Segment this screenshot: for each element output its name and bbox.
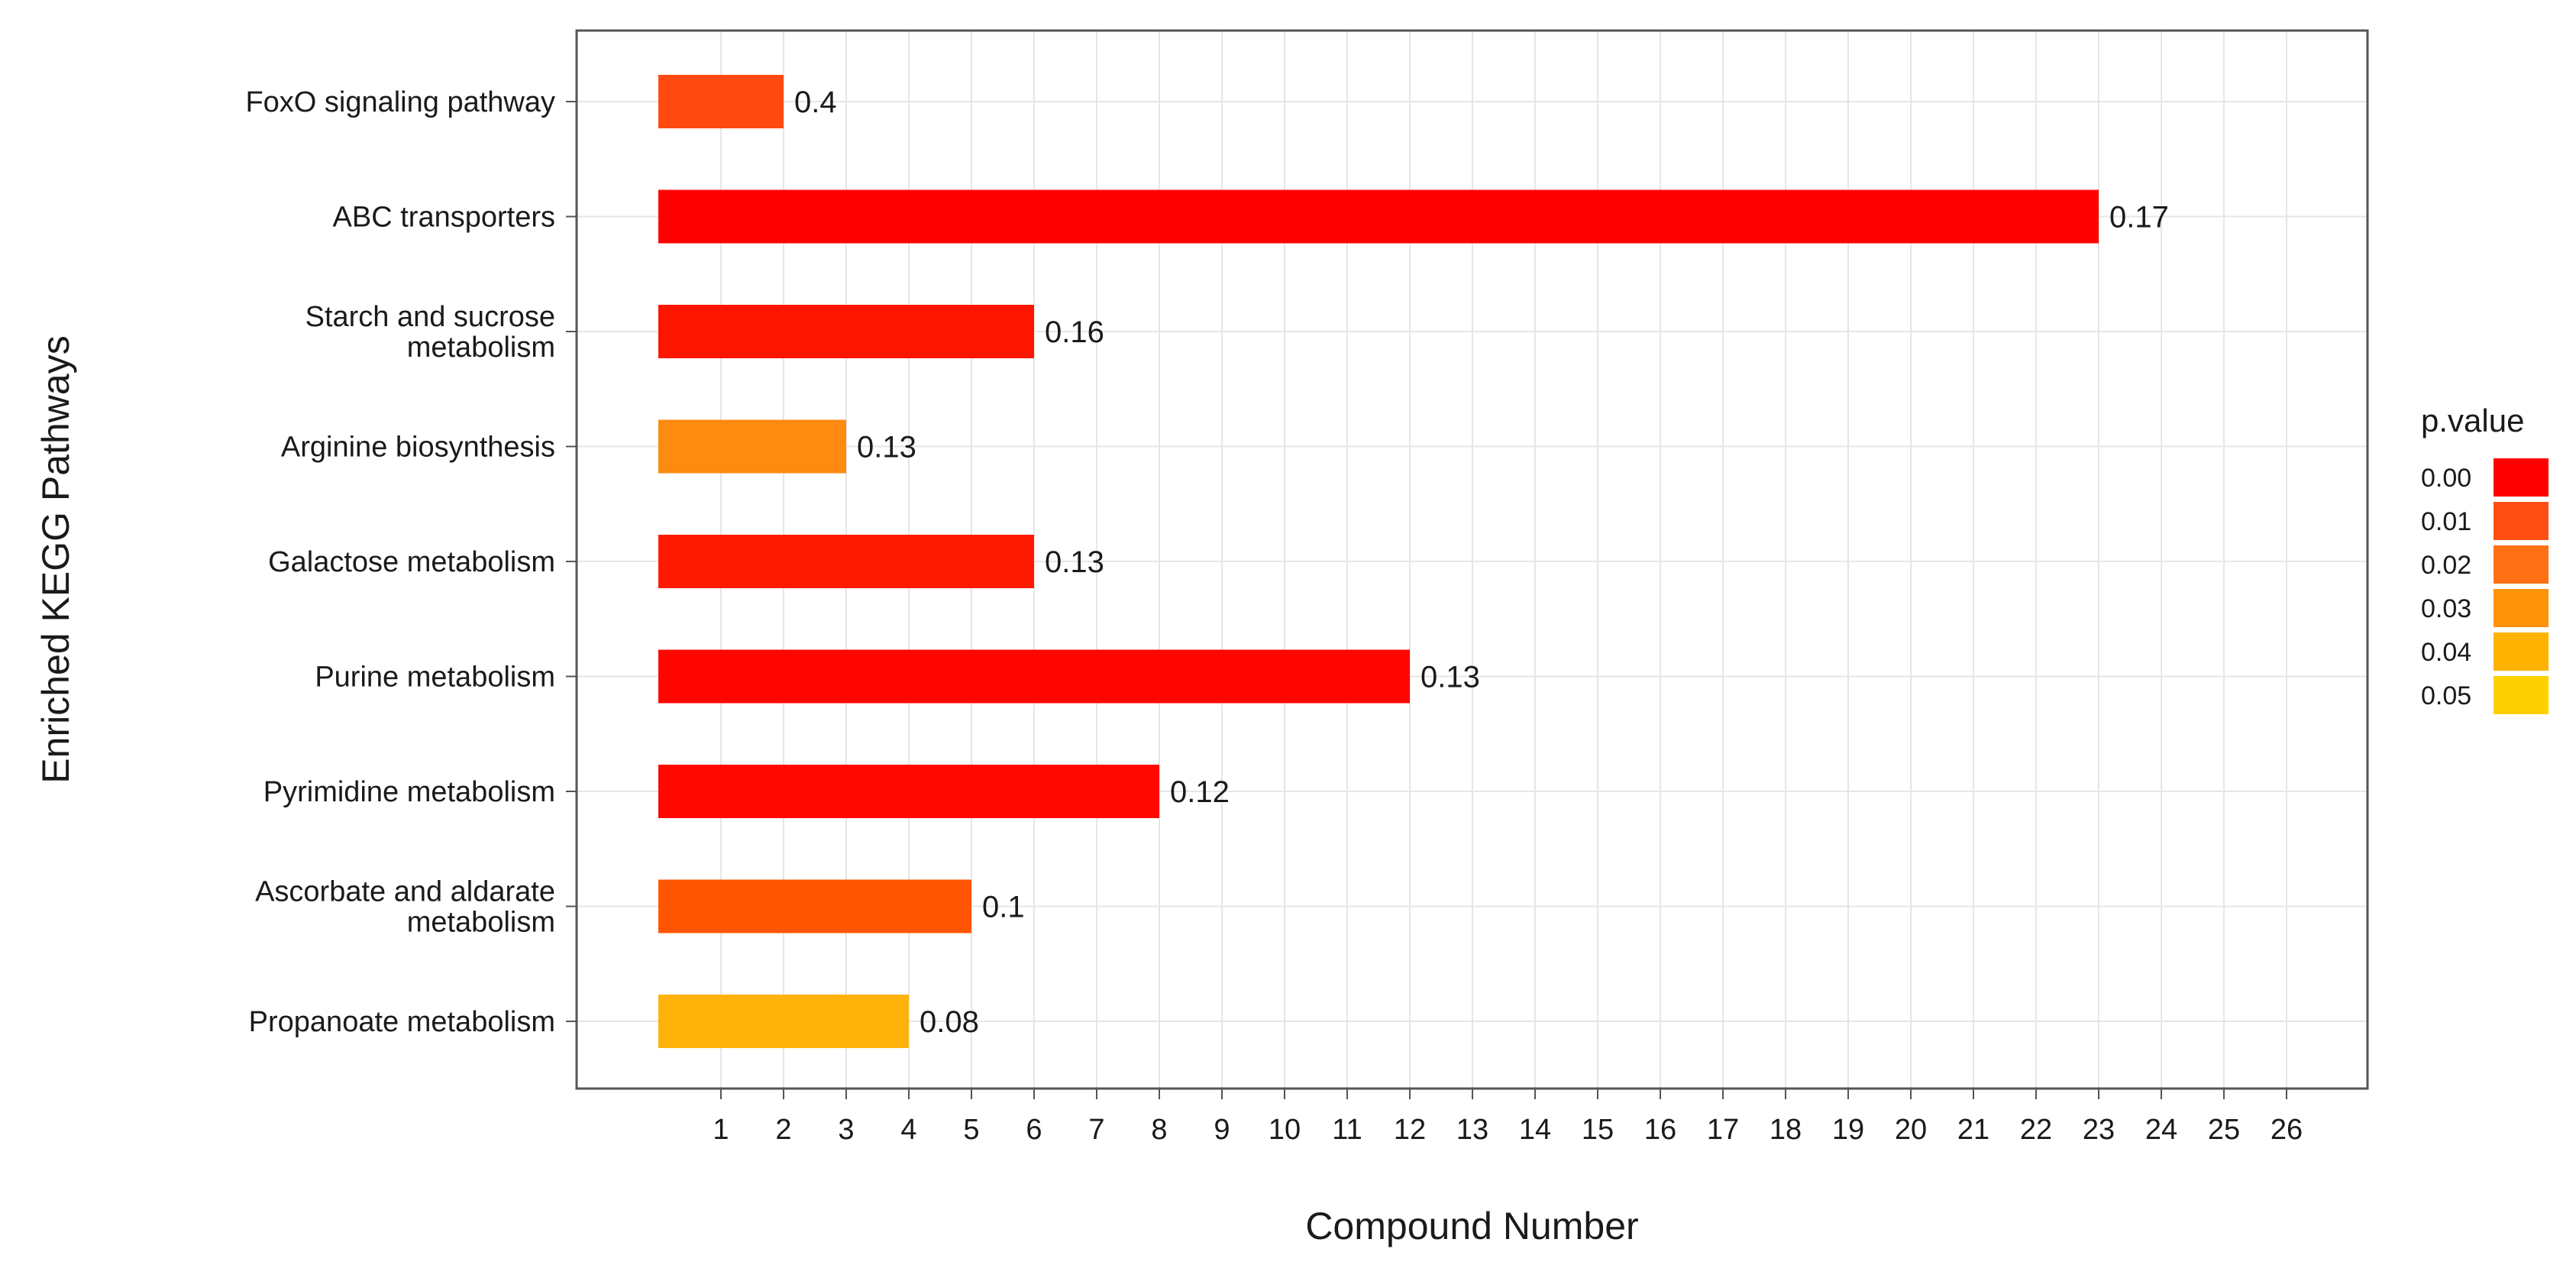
data-label: 0.1	[982, 891, 1025, 924]
data-label: 0.16	[1045, 315, 1104, 349]
data-label: 0.12	[1170, 775, 1230, 809]
x-tick-label: 4	[900, 1114, 916, 1146]
bar	[658, 75, 784, 128]
x-tick-label: 8	[1151, 1114, 1167, 1146]
x-tick-label: 25	[2208, 1114, 2240, 1146]
bar	[658, 765, 1159, 818]
data-label: 0.08	[920, 1005, 979, 1039]
category-label: Starch and sucrose metabolism	[305, 301, 555, 364]
category-label: Ascorbate and aldarate metabolism	[255, 876, 555, 939]
category-label-line: Propanoate metabolism	[249, 1006, 555, 1038]
x-axis-title: Compound Number	[1305, 1205, 1638, 1247]
bars-group: 0.4 0.17 0.16 0.13 0.13 0.13 0.12 0.1 0.08	[658, 75, 2169, 1048]
category-label: FoxO signaling pathway	[245, 86, 555, 118]
bar	[658, 305, 1034, 358]
x-tick-label: 22	[2020, 1114, 2052, 1146]
x-tick-label: 26	[2271, 1114, 2303, 1146]
category-label-line: Starch and sucrose	[305, 301, 555, 333]
x-tick-label: 17	[1707, 1114, 1739, 1146]
x-tick-label: 19	[1832, 1114, 1864, 1146]
legend-swatch	[2494, 502, 2549, 540]
category-label-line: Galactose metabolism	[268, 546, 555, 578]
x-tick-label: 9	[1214, 1114, 1230, 1146]
bar	[658, 535, 1034, 588]
x-tick-label: 20	[1895, 1114, 1927, 1146]
bar	[658, 649, 1410, 704]
y-axis-title: Enriched KEGG Pathways	[34, 335, 77, 783]
x-tick-label: 10	[1269, 1114, 1301, 1146]
x-tick-label: 18	[1770, 1114, 1802, 1146]
category-label-line: Ascorbate and aldarate	[255, 876, 555, 908]
bar	[658, 879, 971, 933]
category-label: Arginine biosynthesis	[281, 432, 555, 464]
bar	[658, 995, 909, 1048]
category-label-line: ABC transporters	[333, 202, 555, 234]
category-label: Propanoate metabolism	[249, 1006, 555, 1038]
category-label-line: FoxO signaling pathway	[245, 86, 555, 118]
x-tick-label: 24	[2145, 1114, 2177, 1146]
data-label: 0.13	[857, 431, 916, 464]
x-tick-label: 3	[838, 1114, 854, 1146]
x-tick-label: 11	[1332, 1114, 1362, 1146]
legend-swatch	[2494, 589, 2549, 627]
legend-swatch	[2494, 633, 2549, 671]
x-tick-label: 13	[1456, 1114, 1488, 1146]
category-label: Purine metabolism	[315, 662, 555, 694]
category-label-line: Purine metabolism	[315, 662, 555, 694]
data-label: 0.13	[1421, 661, 1480, 694]
x-tick-label: 21	[1957, 1114, 1989, 1146]
legend-label: 0.01	[2421, 507, 2471, 536]
x-tick-label: 2	[775, 1114, 791, 1146]
x-tick-label: 5	[963, 1114, 979, 1146]
category-label: ABC transporters	[333, 202, 555, 234]
legend-swatch	[2494, 676, 2549, 714]
x-tick-label: 12	[1394, 1114, 1426, 1146]
legend-swatch	[2494, 545, 2549, 584]
x-tick-label: 6	[1026, 1114, 1042, 1146]
legend: p.value 0.00 0.01 0.02 0.03 0.04 0.05	[2421, 403, 2549, 714]
legend-label: 0.03	[2421, 594, 2471, 623]
category-label-line: Arginine biosynthesis	[281, 432, 555, 464]
legend-label: 0.04	[2421, 638, 2471, 667]
x-tick-label: 23	[2083, 1114, 2115, 1146]
x-tick-label: 14	[1519, 1114, 1551, 1146]
y-axis-ticks: FoxO signaling pathway ABC transporters St…	[245, 86, 577, 1038]
category-label: Galactose metabolism	[268, 546, 555, 578]
bar	[658, 189, 2099, 244]
x-tick-label: 15	[1582, 1114, 1614, 1146]
data-label: 0.13	[1045, 545, 1104, 579]
x-tick-label: 16	[1644, 1114, 1676, 1146]
legend-label: 0.02	[2421, 551, 2471, 580]
legend-swatch	[2494, 458, 2549, 497]
legend-label: 0.00	[2421, 464, 2471, 493]
x-tick-label: 1	[713, 1114, 729, 1146]
legend-title: p.value	[2421, 403, 2524, 438]
data-label: 0.4	[794, 86, 837, 119]
bar	[658, 419, 846, 474]
x-axis-ticks: 1 2 3 4 5 6 7 8 9 10 11 12 13 14 15 16 17 18 19 20 21 22 23 24 2…	[713, 1089, 2303, 1146]
legend-label: 0.05	[2421, 681, 2471, 710]
category-label-line: metabolism	[407, 332, 555, 364]
x-tick-label: 7	[1088, 1114, 1104, 1146]
data-label: 0.17	[2109, 201, 2169, 235]
category-label: Pyrimidine metabolism	[263, 776, 555, 808]
category-label-line: Pyrimidine metabolism	[263, 776, 555, 808]
category-label-line: metabolism	[407, 907, 555, 939]
